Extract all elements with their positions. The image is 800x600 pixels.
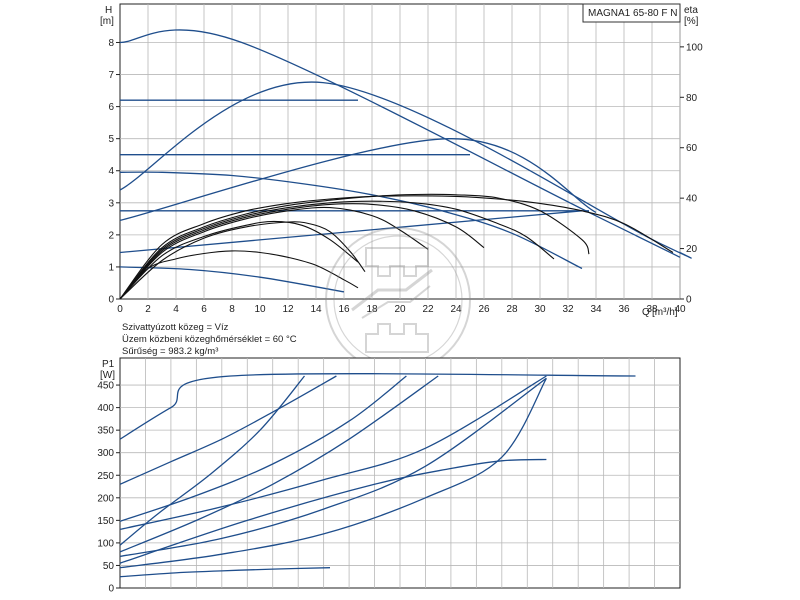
x-tick-label: 6 <box>201 304 207 315</box>
y-tick-label: 4 <box>108 166 114 177</box>
y-axis-label-unit: [m] <box>100 16 114 27</box>
x-tick-label: 16 <box>338 304 350 315</box>
x-tick-label: 18 <box>366 304 378 315</box>
series-line-p1-2 <box>119 375 337 485</box>
series-line-p1-6 <box>119 375 547 531</box>
x-tick-label: 26 <box>478 304 490 315</box>
series-line-p1-8 <box>119 377 547 569</box>
y2-tick-label: 0 <box>686 295 692 306</box>
x-tick-label: 12 <box>282 304 294 315</box>
head-chart: 0 2 4 6 8 10 12 14 16 18 20 22 24 26 28 30 32 34 36 38 40012… <box>100 3 703 357</box>
x-tick-label: 30 <box>534 304 546 315</box>
x-axis-label-unit: [m³/h] <box>652 307 678 318</box>
x-tick-label: 34 <box>590 304 602 315</box>
note-density: Sűrűség = 983.2 kg/m³ <box>122 346 218 357</box>
y2-tick-label: 20 <box>686 244 698 255</box>
series-line-prop-press-2 <box>119 138 597 222</box>
series-line-eta-4 <box>119 203 485 300</box>
series-line-auto-max <box>119 171 583 270</box>
x-tick-label: 20 <box>394 304 406 315</box>
series-line-p1-min <box>119 567 331 578</box>
power-chart-series <box>119 373 636 578</box>
series-line-p1-9 <box>119 458 547 564</box>
x-tick-label: 8 <box>229 304 235 315</box>
power-chart-grid <box>120 358 680 588</box>
series-line-p1-4 <box>119 375 407 522</box>
x-tick-label: 14 <box>310 304 322 315</box>
y2-axis-label-unit: [%] <box>684 16 699 27</box>
y2-tick-label: 100 <box>686 42 703 53</box>
y2-tick-label: 80 <box>686 93 698 104</box>
y-tick-label: 450 <box>97 381 114 392</box>
y-tick-label: 3 <box>108 198 114 209</box>
series-line-p1-max <box>119 373 636 440</box>
y-axis-label-main: H <box>105 5 112 16</box>
x-tick-label: 28 <box>506 304 518 315</box>
p1-axis-label-main: P1 <box>102 359 115 370</box>
head-chart-series <box>119 29 692 300</box>
x-tick-label: 4 <box>173 304 179 315</box>
series-line-eta-8 <box>119 221 366 300</box>
y-tick-label: 6 <box>108 102 114 113</box>
x-tick-label: 0 <box>117 304 123 315</box>
y2-tick-label: 40 <box>686 194 698 205</box>
series-line-eta-6 <box>119 220 359 300</box>
y-tick-label: 100 <box>97 538 114 549</box>
series-line-p1-7 <box>119 377 547 558</box>
y-tick-label: 250 <box>97 471 114 482</box>
series-line-p1-3 <box>119 375 306 546</box>
y-tick-label: 50 <box>103 561 115 572</box>
series-line-p1-5 <box>119 375 439 553</box>
series-line-eta-5 <box>119 206 429 300</box>
x-tick-label: 32 <box>562 304 574 315</box>
series-line-eta-2 <box>119 193 590 300</box>
note-medium: Szivattyúzott közeg = Víz <box>122 322 229 333</box>
y-tick-label: 300 <box>97 448 114 459</box>
y-tick-label: 400 <box>97 403 114 414</box>
y-tick-label: 2 <box>108 230 114 241</box>
note-temperature: Üzem közbeni közeghőmérséklet = 60 °C <box>122 334 297 345</box>
x-tick-label: 36 <box>618 304 630 315</box>
series-line-min-curve <box>119 266 345 293</box>
chart-title-box: MAGNA1 65-80 F N <box>582 3 681 23</box>
series-line-prop-press-3 <box>119 210 583 254</box>
y2-tick-label: 60 <box>686 143 698 154</box>
y-tick-label: 8 <box>108 38 114 49</box>
series-line-eta-7 <box>119 250 359 300</box>
medium-notes: Szivattyúzott közeg = Víz Üzem közbeni k… <box>122 322 297 357</box>
series-line-eta-1 <box>119 195 674 300</box>
chart-title: MAGNA1 65-80 F N <box>588 8 677 19</box>
x-tick-label: 38 <box>646 304 658 315</box>
head-chart-grid <box>120 4 681 299</box>
series-line-prop-press-1 <box>119 81 692 259</box>
series-line-eta-3 <box>119 200 555 300</box>
y-tick-label: 150 <box>97 516 114 527</box>
x-axis-label-main: Q <box>642 307 650 318</box>
x-tick-label: 22 <box>422 304 434 315</box>
y-tick-label: 0 <box>108 295 114 306</box>
series-line-h-max-curve <box>119 29 681 258</box>
y2-axis-label-main: eta <box>684 5 698 16</box>
x-tick-label: 10 <box>254 304 266 315</box>
y-tick-label: 350 <box>97 426 114 437</box>
x-tick-label: 40 <box>674 304 686 315</box>
power-chart-ticks: 0 50 100 150 200 250 300 350 400 450 <box>97 381 120 595</box>
x-tick-label: 2 <box>145 304 151 315</box>
p1-axis-label-unit: [W] <box>100 370 115 381</box>
y-tick-label: 1 <box>108 262 114 273</box>
y-tick-label: 200 <box>97 493 114 504</box>
power-chart: 0 50 100 150 200 250 300 350 400 450 P1 [W] <box>97 357 681 595</box>
y-tick-label: 7 <box>108 70 114 81</box>
x-tick-label: 24 <box>450 304 462 315</box>
head-chart-ticks: 0 2 4 6 8 10 12 14 16 18 20 22 24 26 28 30 32 34 36 38 40012… <box>108 38 703 315</box>
y-tick-label: 0 <box>108 584 114 595</box>
y-tick-label: 5 <box>108 134 114 145</box>
